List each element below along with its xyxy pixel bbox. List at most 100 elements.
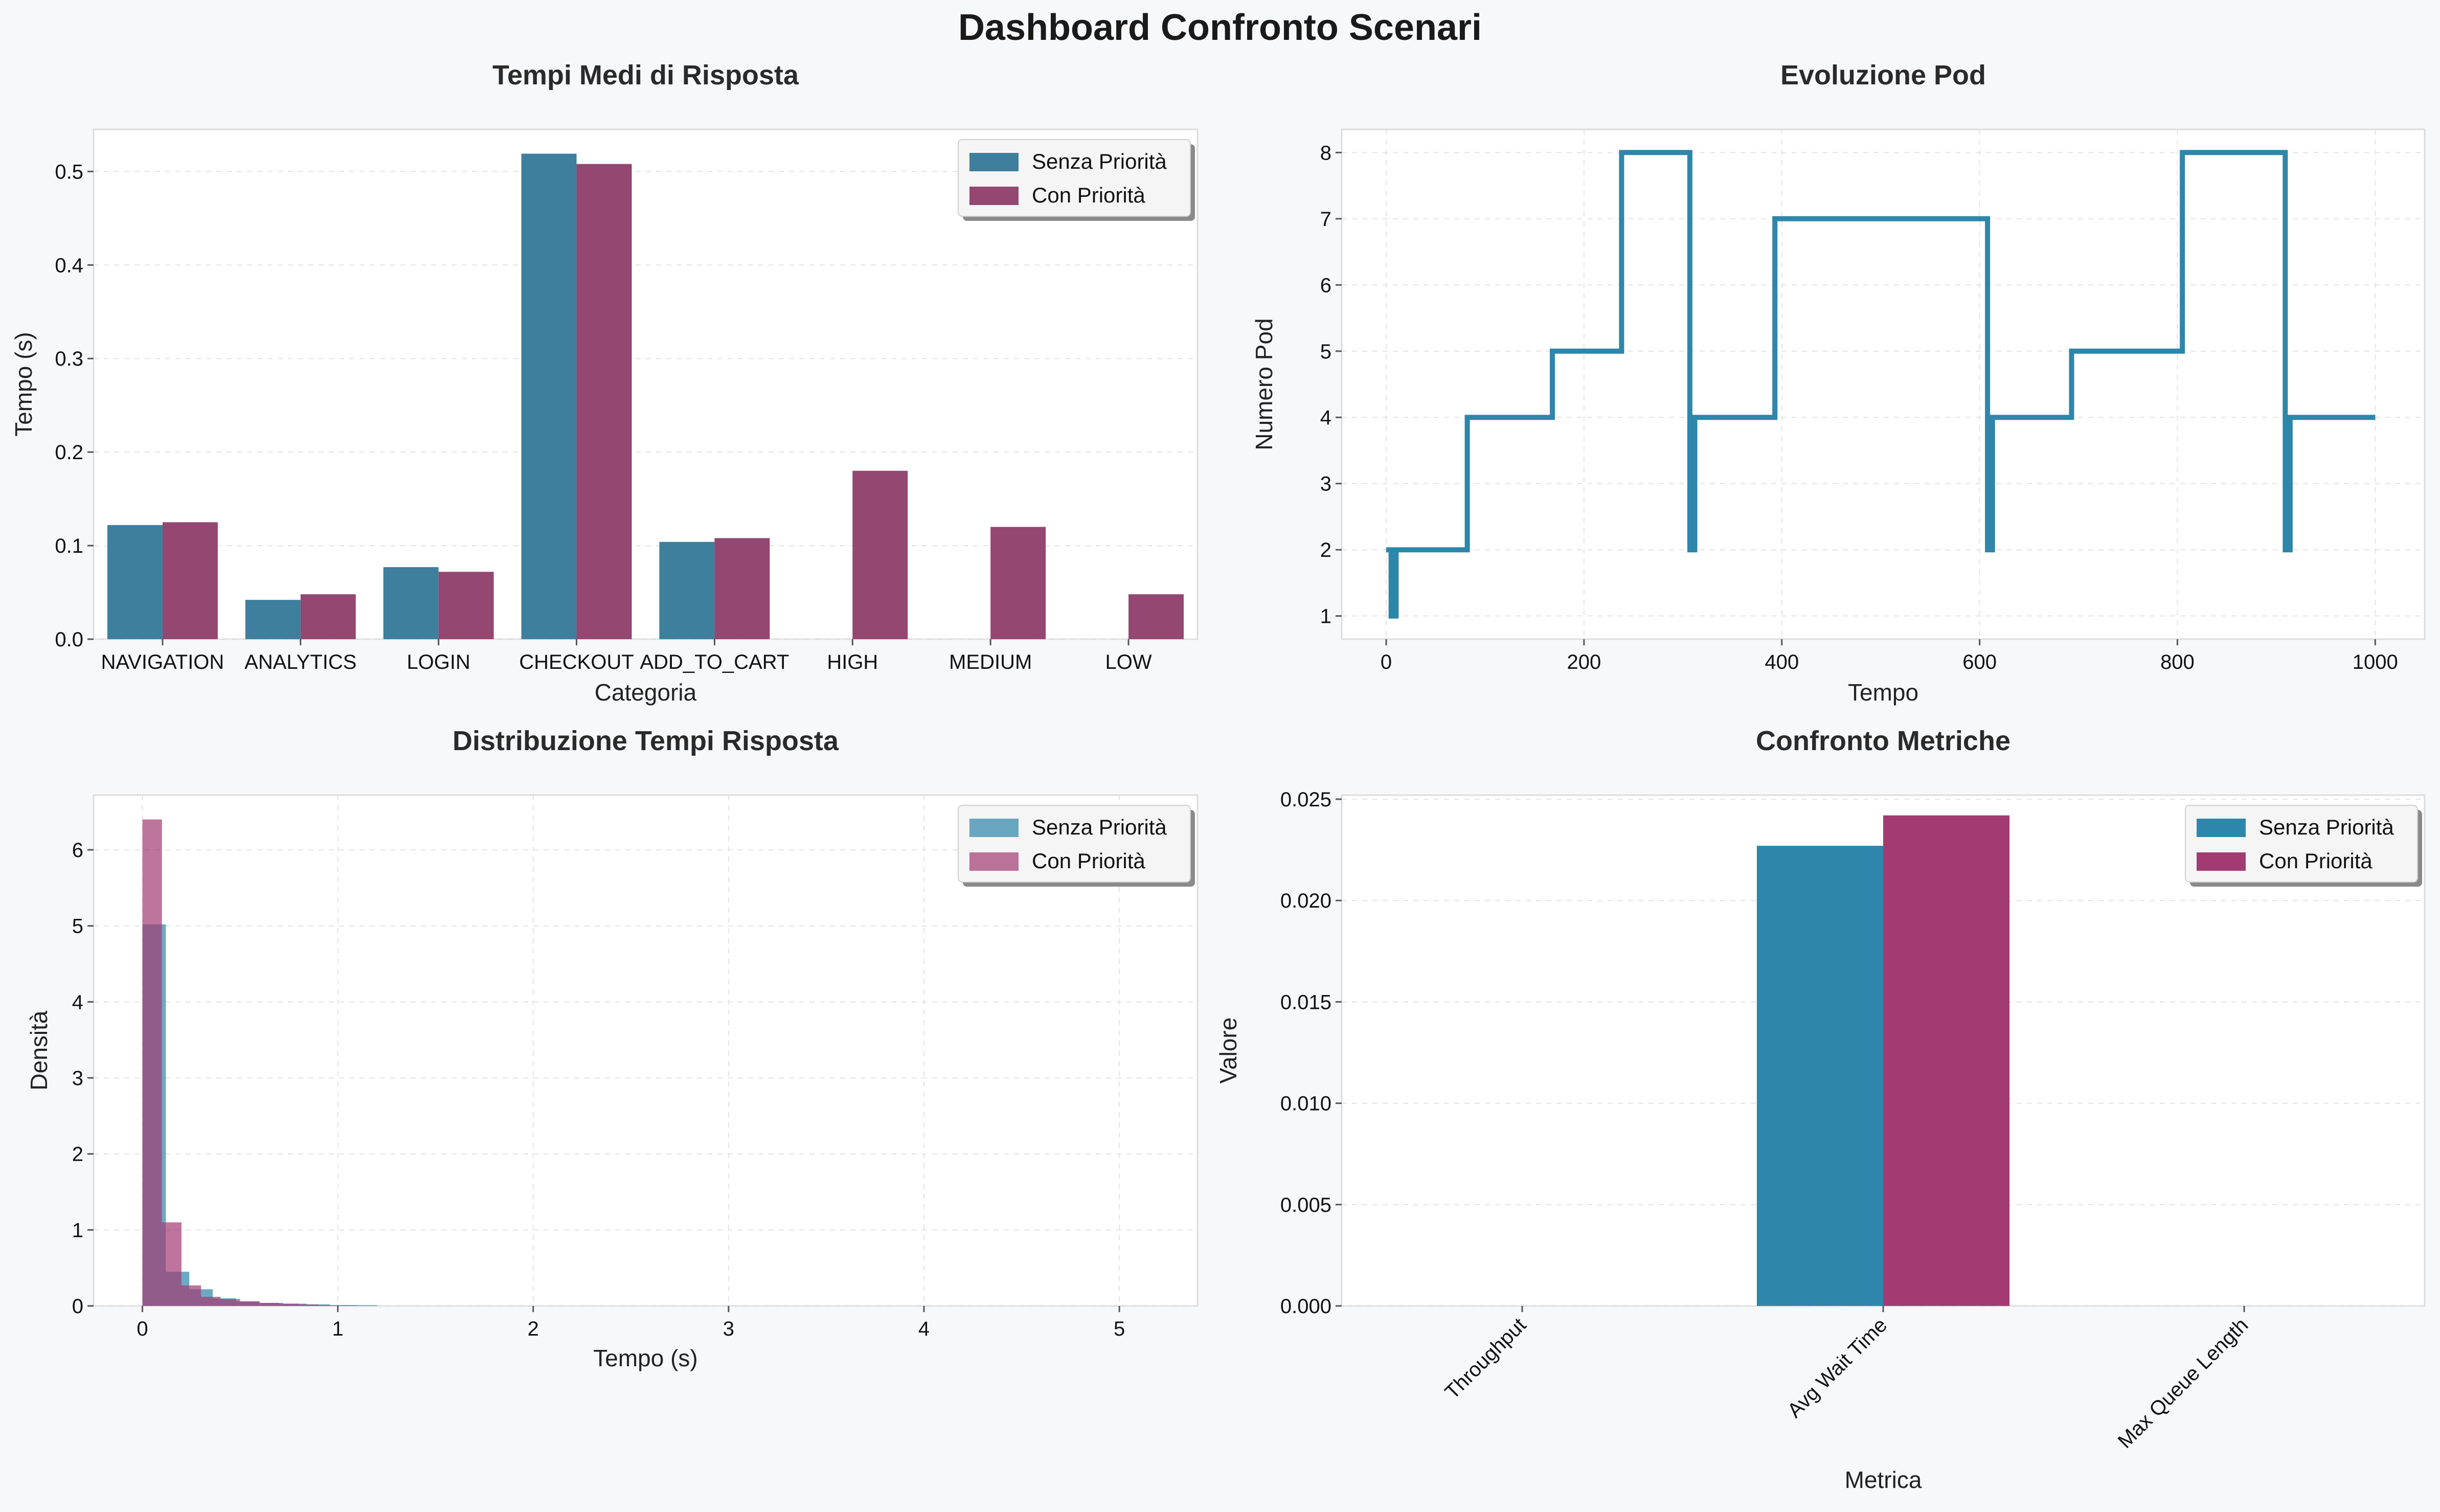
bar [659, 541, 715, 639]
chart-title: Tempi Medi di Risposta [492, 60, 799, 91]
x-tick-label: 200 [1567, 651, 1601, 673]
x-tick-label: 1 [332, 1318, 344, 1340]
histogram-bin [142, 819, 162, 1306]
chart-title: Evoluzione Pod [1780, 60, 1986, 91]
y-tick-label: 0.005 [1280, 1194, 1331, 1216]
y-tick-label: 4 [72, 991, 83, 1013]
histogram-bin [318, 1305, 338, 1306]
x-axis-label: Metrica [1845, 1466, 1922, 1493]
histogram-bin [220, 1299, 240, 1306]
plot-area [1341, 128, 2426, 640]
x-tick-label: Max Queue Length [2114, 1314, 2253, 1453]
bar [852, 470, 908, 639]
y-tick-label: 0.020 [1280, 890, 1331, 912]
y-tick-label: 2 [72, 1143, 83, 1166]
x-tick-label: ANALYTICS [244, 651, 356, 673]
bar [1756, 846, 1883, 1306]
x-tick-label: 1000 [2353, 651, 2398, 673]
x-tick-label: Avg Wait Time [1783, 1314, 1891, 1422]
x-axis-label: Categoria [595, 679, 697, 706]
chart-confronto-metriche: Confronto Metriche 0.000 0.005 0.010 0.015 0.… [1215, 726, 2426, 1493]
x-tick-label: ADD_TO_CART [640, 651, 789, 673]
bar [1883, 815, 2010, 1306]
y-tick-label: 6 [72, 839, 83, 862]
y-axis-label: Valore [1215, 1018, 1241, 1084]
bar [245, 600, 301, 639]
bar [383, 567, 439, 639]
x-tick-label: 0 [137, 1318, 148, 1340]
x-axis-label: Tempo [1848, 679, 1918, 706]
bar [438, 572, 494, 639]
x-tick-label: 0 [1381, 651, 1392, 673]
histogram-bin [201, 1297, 221, 1306]
y-tick-label: 0 [72, 1295, 83, 1318]
histogram-bin [353, 1305, 377, 1306]
legend-swatch [969, 852, 1019, 871]
x-tick-label: 600 [1962, 651, 1997, 673]
bar [521, 153, 577, 639]
y-tick-label: 3 [72, 1067, 83, 1090]
legend-swatch [2197, 852, 2246, 871]
legend-label: Con Priorità [2259, 849, 2373, 873]
y-tick-label: 0.4 [55, 254, 83, 277]
y-tick-label: 3 [1320, 473, 1331, 495]
x-axis-label: Tempo (s) [593, 1345, 697, 1371]
x-tick-label: 3 [723, 1318, 734, 1340]
x-tick-label: HIGH [827, 651, 878, 673]
x-tick-label: LOW [1105, 651, 1152, 673]
y-tick-label: 0.3 [55, 348, 83, 370]
x-tick-label: 5 [1114, 1318, 1125, 1340]
chart-title: Distribuzione Tempi Risposta [453, 726, 839, 756]
chart-tempi-medi: Tempi Medi di Risposta 0.0 0.1 0.2 0.3 0.4 0.5… [10, 60, 1199, 706]
pod-series-line [1386, 150, 2376, 619]
histogram-bin [299, 1304, 319, 1306]
y-tick-label: 0.2 [55, 441, 83, 464]
x-tick-label: NAVIGATION [101, 651, 224, 673]
histogram-bin [181, 1285, 201, 1306]
legend-swatch [969, 187, 1019, 205]
bar [714, 538, 770, 639]
histogram-bin [337, 1305, 357, 1306]
bar [576, 164, 632, 639]
y-tick-label: 4 [1320, 407, 1331, 429]
legend-label: Con Priorità [1032, 183, 1145, 207]
chart-title: Confronto Metriche [1756, 726, 2010, 756]
histogram-bin [162, 1222, 182, 1306]
y-tick-label: 0.0 [55, 628, 83, 651]
y-tick-label: 2 [1320, 539, 1331, 561]
chart-distribuzione: Distribuzione Tempi Risposta 0 1 2 3 4 5 6 0 1 2 3 4… [26, 726, 1199, 1371]
x-tick-label: 800 [2160, 651, 2195, 673]
y-axis-label: Densità [26, 1010, 52, 1090]
bar [162, 522, 218, 639]
y-axis-label: Tempo (s) [10, 332, 37, 436]
dashboard-title: Dashboard Confronto Scenari [958, 7, 1482, 48]
y-tick-label: 0.025 [1280, 788, 1331, 811]
x-tick-label: CHECKOUT [519, 651, 634, 673]
x-tick-label: Throughput [1441, 1314, 1531, 1404]
y-tick-label: 0.1 [55, 535, 83, 557]
chart-evoluzione-pod: Evoluzione Pod 1 2 3 4 5 6 7 8 0 200 400 600 800 1000 T… [1251, 60, 2426, 706]
y-axis-label: Numero Pod [1251, 318, 1277, 450]
y-tick-label: 0.5 [55, 161, 83, 183]
y-tick-label: 5 [72, 915, 83, 938]
x-tick-label: 2 [528, 1318, 539, 1340]
y-tick-label: 7 [1320, 208, 1331, 231]
legend-swatch [2197, 819, 2246, 837]
histogram-bin [279, 1303, 299, 1306]
y-tick-label: 5 [1320, 341, 1331, 363]
legend-swatch [969, 153, 1019, 171]
legend-label: Senza Priorità [1032, 149, 1167, 173]
x-tick-label: 4 [918, 1318, 930, 1340]
x-tick-label: MEDIUM [949, 651, 1032, 673]
bar [300, 594, 356, 639]
histogram-bin [240, 1301, 260, 1306]
y-tick-label: 6 [1320, 274, 1331, 297]
y-tick-label: 0.010 [1280, 1093, 1331, 1115]
legend-label: Con Priorità [1032, 849, 1145, 873]
y-tick-label: 0.015 [1280, 991, 1331, 1013]
bar [990, 527, 1046, 639]
legend-label: Senza Priorità [1032, 815, 1167, 839]
y-tick-label: 1 [72, 1219, 83, 1242]
